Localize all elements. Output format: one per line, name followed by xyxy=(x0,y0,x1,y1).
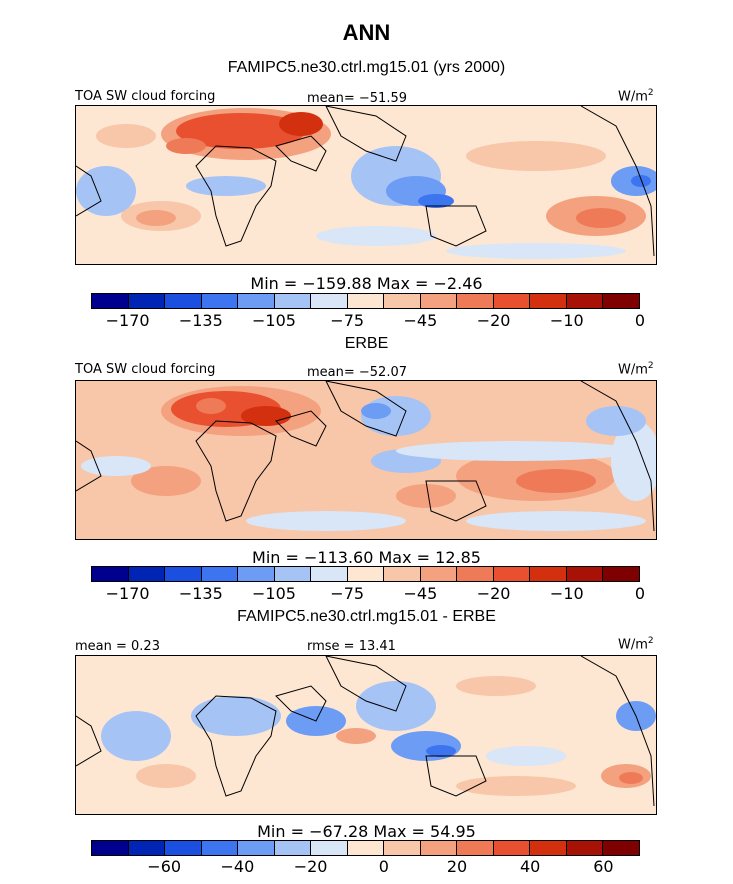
panel-2-colorbar-ticks: −170 −135 −105 −75 −45 −20 −10 0 xyxy=(0,584,733,604)
panel-2-mean-label: mean= −52.07 xyxy=(307,365,408,380)
colorbar-tick-label: −10 xyxy=(549,311,584,330)
colorbar-tick-label: 0 xyxy=(378,857,389,876)
colorbar-tick-label: −135 xyxy=(178,311,223,330)
colorbar-swatch xyxy=(566,841,604,855)
panel-1-map-field xyxy=(75,105,661,264)
colorbar-tick-label: −60 xyxy=(147,857,182,876)
colorbar-swatch xyxy=(311,841,348,855)
figure-title: ANN xyxy=(342,20,391,45)
colorbar-swatch xyxy=(201,294,239,308)
colorbar-swatch xyxy=(238,294,275,308)
panel-1-variable-label: TOA SW cloud forcing xyxy=(75,89,216,104)
panel-2-map xyxy=(75,380,661,540)
colorbar-tick-label: 40 xyxy=(520,857,541,876)
colorbar-tick-label: −75 xyxy=(330,311,365,330)
panel-3-rmse-label: rmse = 13.41 xyxy=(307,639,396,654)
colorbar-swatch xyxy=(457,294,494,308)
panel-2-min-max: Min = −113.60 Max = 12.85 xyxy=(252,548,481,567)
colorbar-swatch xyxy=(311,294,348,308)
colorbar-swatch xyxy=(420,841,458,855)
panel-2-map-field xyxy=(75,380,661,539)
colorbar-swatch xyxy=(238,841,275,855)
colorbar-tick-label: −10 xyxy=(549,584,584,603)
colorbar-tick-label: −75 xyxy=(330,584,365,603)
colorbar-swatch xyxy=(566,294,604,308)
colorbar-swatch xyxy=(274,567,312,581)
colorbar-tick-label: −45 xyxy=(403,311,438,330)
colorbar-tick-label: 0 xyxy=(634,584,646,603)
colorbar-swatch xyxy=(420,567,458,581)
colorbar-swatch xyxy=(201,841,239,855)
panel-3-map-field xyxy=(75,655,656,814)
panel-3-colorbar-ticks: −60 −40 −20 0 20 40 60 xyxy=(0,857,733,877)
panel-2-colorbar xyxy=(91,566,640,582)
colorbar-swatch xyxy=(274,841,312,855)
panel-2-units: W/m2 xyxy=(618,361,654,378)
panel-1-mean-label: mean= −51.59 xyxy=(307,91,408,106)
colorbar-swatch xyxy=(493,294,531,308)
colorbar-swatch xyxy=(311,567,348,581)
colorbar-swatch xyxy=(530,567,567,581)
colorbar-tick-label: −170 xyxy=(105,584,150,603)
colorbar-swatch xyxy=(165,294,202,308)
colorbar-swatch xyxy=(347,841,385,855)
colorbar-tick-label: 20 xyxy=(446,857,468,876)
colorbar-swatch xyxy=(566,567,604,581)
colorbar-swatch xyxy=(92,567,129,581)
colorbar-tick-label: −170 xyxy=(105,311,150,330)
colorbar-tick-label: −20 xyxy=(476,311,511,330)
panel-3-colorbar xyxy=(91,840,640,856)
colorbar-swatch xyxy=(384,841,421,855)
colorbar-tick-label: −20 xyxy=(476,584,511,603)
colorbar-swatch xyxy=(530,294,567,308)
panel-1-map xyxy=(75,105,661,265)
colorbar-swatch xyxy=(457,841,494,855)
panel-1-colorbar xyxy=(91,293,640,309)
colorbar-swatch xyxy=(603,294,639,308)
colorbar-tick-label: 60 xyxy=(593,857,614,876)
panel-3-units: W/m2 xyxy=(618,636,654,653)
colorbar-tick-label: −45 xyxy=(403,584,438,603)
colorbar-swatch xyxy=(92,841,129,855)
panel-2-title: ERBE xyxy=(344,335,389,352)
panel-3-mean-label: mean = 0.23 xyxy=(75,639,160,654)
panel-1-title: FAMIPC5.ne30.ctrl.mg15.01 (yrs 2000) xyxy=(227,59,506,76)
panel-1-colorbar-ticks: −170 −135 −105 −75 −45 −20 −10 0 xyxy=(0,311,733,331)
colorbar-swatch xyxy=(128,567,166,581)
panel-1-units: W/m2 xyxy=(618,88,654,105)
colorbar-swatch xyxy=(201,567,239,581)
colorbar-swatch xyxy=(420,294,458,308)
colorbar-tick-label: −105 xyxy=(252,311,296,330)
colorbar-swatch xyxy=(457,567,494,581)
colorbar-swatch xyxy=(92,294,129,308)
colorbar-swatch xyxy=(128,841,166,855)
colorbar-tick-label: −105 xyxy=(252,584,296,603)
colorbar-swatch xyxy=(603,841,639,855)
colorbar-tick-label: −40 xyxy=(220,857,255,876)
colorbar-tick-label: −135 xyxy=(178,584,223,603)
panel-3-map xyxy=(75,655,657,815)
colorbar-swatch xyxy=(128,294,166,308)
panel-3-min-max: Min = −67.28 Max = 54.95 xyxy=(257,822,476,841)
colorbar-swatch xyxy=(165,567,202,581)
colorbar-tick-label: −20 xyxy=(293,857,328,876)
colorbar-swatch xyxy=(165,841,202,855)
panel-1-min-max: Min = −159.88 Max = −2.46 xyxy=(250,274,483,293)
colorbar-swatch xyxy=(384,567,421,581)
colorbar-swatch xyxy=(274,294,312,308)
colorbar-swatch xyxy=(493,841,531,855)
colorbar-swatch xyxy=(603,567,639,581)
colorbar-swatch xyxy=(384,294,421,308)
colorbar-swatch xyxy=(238,567,275,581)
colorbar-tick-label: 0 xyxy=(634,311,646,330)
colorbar-swatch xyxy=(530,841,567,855)
panel-2-variable-label: TOA SW cloud forcing xyxy=(75,362,216,377)
panel-3-title: FAMIPC5.ne30.ctrl.mg15.01 - ERBE xyxy=(237,608,496,625)
colorbar-swatch xyxy=(493,567,531,581)
colorbar-swatch xyxy=(347,294,385,308)
colorbar-swatch xyxy=(347,567,385,581)
